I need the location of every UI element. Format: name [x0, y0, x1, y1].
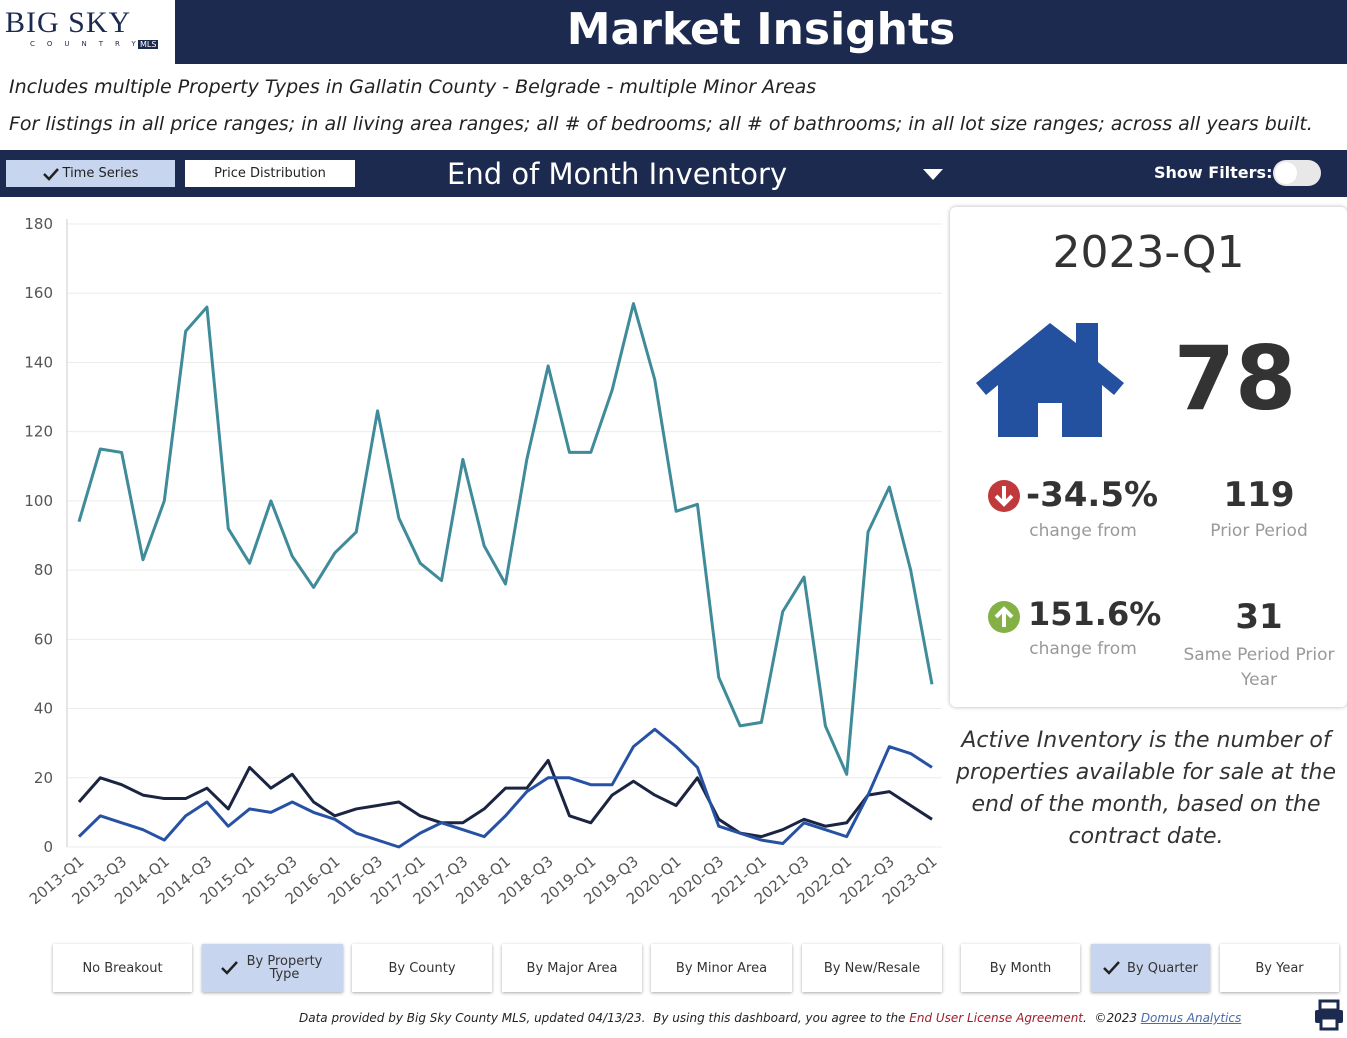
breakout-label: By New/Resale: [823, 960, 921, 976]
y-tick-label: 60: [34, 630, 53, 648]
tab-time-series[interactable]: Time Series: [6, 160, 175, 187]
filter-line: Includes multiple Property Types in Gall…: [9, 76, 817, 98]
footer: Data provided by Big Sky County MLS, upd…: [0, 1011, 1310, 1025]
down-icon: [988, 480, 1020, 512]
footer-text: . ©2023: [1083, 1011, 1141, 1025]
breakout-button[interactable]: By Month: [961, 944, 1080, 992]
prior2-label: Same Period Prior Year: [1183, 645, 1335, 690]
breakout-label: No Breakout: [82, 960, 163, 976]
eula-link[interactable]: End User License Agreement: [909, 1011, 1084, 1025]
change1: -34.5%: [1026, 475, 1159, 515]
dropdown-arrow: [923, 169, 943, 180]
kpi-value: 78: [1173, 327, 1297, 430]
print-icon[interactable]: [1313, 999, 1347, 1031]
y-tick-label: 120: [24, 423, 53, 441]
y-tick-label: 160: [24, 284, 53, 302]
change2-label: change from: [1029, 639, 1137, 659]
prior2: 31: [1235, 597, 1283, 637]
line: [77, 758, 933, 839]
prior1-label: Prior Period: [1210, 521, 1308, 541]
header-bar: [175, 0, 1347, 64]
breakout-button[interactable]: By Property Type: [202, 944, 343, 992]
check-icon: [42, 167, 59, 181]
breakout-label: By Property Type: [246, 954, 323, 982]
measure-label: End of Month Inventory: [447, 157, 788, 191]
prior1: 119: [1223, 475, 1295, 515]
breakout-button[interactable]: By County: [352, 944, 492, 992]
tab-price-distribution[interactable]: Price Distribution: [185, 160, 355, 187]
breakout-button[interactable]: By Year: [1220, 944, 1339, 992]
logo-sub: COUNTRY: [30, 40, 148, 48]
chart: 0204060801001201401601802013-Q12013-Q320…: [24, 215, 942, 908]
kpi-panel: 2023-Q1 78 -34.5% change from 119 Prior …: [950, 207, 1347, 707]
y-tick-label: 100: [24, 492, 53, 510]
y-tick-label: 180: [24, 215, 53, 233]
breakout-button[interactable]: By Minor Area: [651, 944, 792, 992]
kpi-period: 2023-Q1: [1052, 227, 1245, 278]
logo-badge: MLS: [138, 40, 159, 49]
check-icon: [1103, 961, 1120, 975]
check-icon: [220, 961, 238, 975]
toggle-knob: [1275, 162, 1297, 184]
breakout-button[interactable]: By Major Area: [502, 944, 642, 992]
breakout-button[interactable]: By New/Resale: [802, 944, 942, 992]
line: [77, 727, 933, 849]
page-title: Market Insights: [566, 4, 956, 55]
breakout-label: By Month: [989, 960, 1052, 976]
logo: BIG SKY COUNTRY MLS: [0, 0, 175, 64]
change2: 151.6%: [1028, 595, 1162, 633]
domus-link[interactable]: Domus Analytics: [1140, 1011, 1242, 1025]
breakout-label: By Year: [1255, 960, 1304, 976]
up-icon: [988, 601, 1020, 633]
breakout-label: By County: [388, 960, 456, 976]
measure-dropdown[interactable]: End of Month Inventory: [436, 152, 956, 197]
description: Active Inventory is the number of proper…: [955, 728, 1337, 849]
y-tick-label: 140: [24, 353, 53, 371]
breakout-button[interactable]: By Quarter: [1091, 944, 1210, 992]
show-filters-label: Show Filters:: [1154, 163, 1273, 182]
y-tick-label: 0: [43, 838, 53, 856]
toggle[interactable]: [1273, 160, 1321, 186]
filter-line: For listings in all price ranges; in all…: [9, 113, 1313, 135]
breakout-label: By Quarter: [1127, 960, 1198, 976]
house-icon: [976, 323, 1124, 437]
y-tick-label: 80: [34, 561, 53, 579]
footer-text: Data provided by Big Sky County MLS, upd…: [299, 1011, 910, 1025]
tab-label: Time Series: [62, 166, 139, 181]
breakout-button[interactable]: No Breakout: [53, 944, 192, 992]
line: [77, 302, 934, 776]
y-tick-label: 20: [34, 769, 53, 787]
y-tick-label: 40: [34, 700, 53, 718]
change1-label: change from: [1029, 521, 1137, 541]
logo-text: BIG SKY: [5, 6, 132, 39]
breakout-label: By Minor Area: [675, 960, 768, 976]
breakout-label: By Major Area: [526, 960, 618, 976]
